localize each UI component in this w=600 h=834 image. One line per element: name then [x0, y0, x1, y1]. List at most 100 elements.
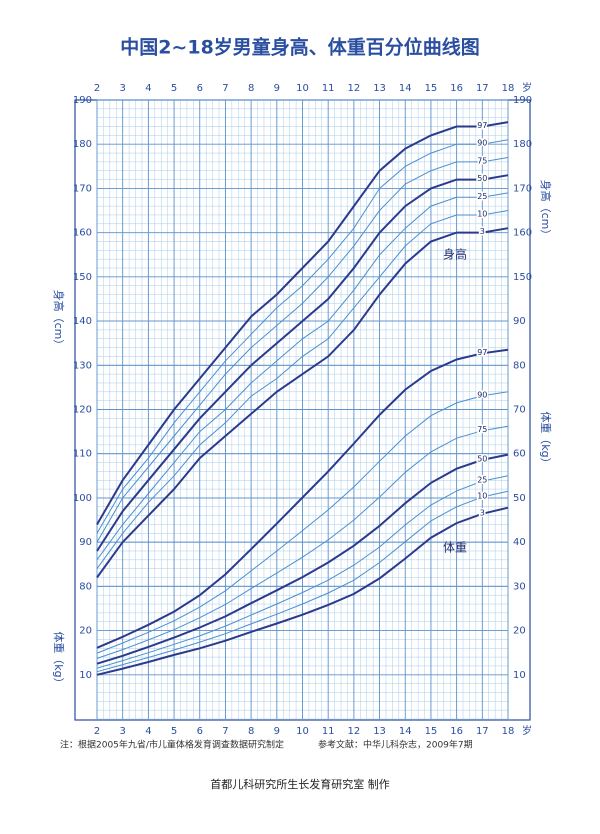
footnote: 注：根据2005年九省/市儿童体格发育调查数据研究制定 — [60, 739, 284, 751]
y2-tick-label: 30 — [513, 581, 526, 592]
y-tick-label: 140 — [73, 316, 92, 327]
y-tick-label-right: 160 — [513, 228, 532, 239]
percentile-line — [96, 490, 509, 673]
x-tick-label: 18 — [502, 726, 515, 737]
percentile-label: 25 — [477, 192, 487, 201]
x-tick-label: 9 — [274, 83, 280, 94]
percentile-line — [96, 506, 509, 676]
percentile-label: 25 — [477, 476, 487, 485]
chart-title: 中国2~18岁男童身高、体重百分位曲线图 — [120, 36, 480, 59]
x-tick-label: 15 — [425, 726, 438, 737]
y2-tick-label-left: 20 — [79, 626, 92, 637]
percentile-line — [96, 121, 509, 526]
percentile-label: 50 — [477, 454, 487, 463]
y-tick-label: 90 — [79, 537, 92, 548]
y-tick-label-right: 150 — [513, 272, 532, 283]
axis-label: 体重（kg） — [52, 631, 66, 688]
x-tick-label: 11 — [322, 726, 335, 737]
x-tick-label: 2 — [94, 726, 100, 737]
y-tick-label-right: 180 — [513, 139, 532, 150]
x-tick-label: 18 — [502, 83, 515, 94]
x-tick-label: 4 — [145, 83, 151, 94]
curve-label: 身高 — [443, 247, 467, 262]
percentile-label: 97 — [477, 348, 487, 357]
percentile-label: 10 — [477, 209, 487, 218]
grid — [96, 99, 509, 720]
percentile-label: 75 — [477, 156, 487, 165]
percentile-line — [96, 475, 509, 669]
x-tick-label: 10 — [296, 726, 309, 737]
x-tick-label: 14 — [399, 726, 412, 737]
percentile-label: 50 — [477, 174, 487, 183]
x-tick-label: 17 — [476, 726, 489, 737]
y-tick-label: 80 — [79, 581, 92, 592]
y2-tick-label: 70 — [513, 405, 526, 416]
percentile-line — [96, 174, 509, 552]
y-tick-label: 120 — [73, 405, 92, 416]
y2-tick-label: 90 — [513, 316, 526, 327]
percentile-label: 3 — [480, 227, 485, 236]
percentile-label: 10 — [477, 492, 487, 501]
y-tick-label: 130 — [73, 360, 92, 371]
x-tick-label: 8 — [248, 83, 254, 94]
x-tick-label: 4 — [145, 726, 151, 737]
y2-tick-label: 40 — [513, 537, 526, 548]
x-tick-label: 6 — [197, 726, 203, 737]
percentile-label: 90 — [477, 139, 487, 148]
x-tick-label: 6 — [197, 83, 203, 94]
x-tick-label: 13 — [373, 726, 386, 737]
y2-tick-label-left: 10 — [79, 670, 92, 681]
y-tick-label: 150 — [73, 272, 92, 283]
axis-label: 身高（cm） — [539, 180, 553, 241]
percentile-line — [96, 348, 509, 649]
curve-label: 体重 — [443, 541, 467, 555]
x-tick-label: 7 — [222, 726, 228, 737]
x-tick-label: 14 — [399, 83, 412, 94]
x-tick-label: 2 — [94, 83, 100, 94]
percentile-line — [96, 192, 509, 561]
axis-label: 体重（kg） — [539, 411, 553, 468]
x-tick-label: 15 — [425, 83, 438, 94]
x-tick-label: 17 — [476, 83, 489, 94]
x-tick-label: 10 — [296, 83, 309, 94]
y-tick-label: 170 — [73, 183, 92, 194]
x-tick-label: 11 — [322, 83, 335, 94]
maker: 首都儿科研究所生长发育研究室 制作 — [210, 777, 390, 791]
y2-tick-label: 10 — [513, 670, 526, 681]
x-tick-label: 8 — [248, 726, 254, 737]
x-unit: 岁 — [522, 81, 532, 94]
x-tick-label: 13 — [373, 83, 386, 94]
percentile-label: 3 — [480, 508, 485, 517]
y2-tick-label: 80 — [513, 360, 526, 371]
x-tick-label: 5 — [171, 83, 177, 94]
y-tick-label: 180 — [73, 139, 92, 150]
percentile-label: 97 — [477, 121, 487, 130]
x-tick-label: 16 — [450, 726, 463, 737]
y-tick-label: 190 — [73, 95, 92, 106]
y-tick-label-right: 190 — [513, 95, 532, 106]
x-tick-label: 12 — [348, 83, 361, 94]
percentile-label: 75 — [477, 425, 487, 434]
percentile-line — [96, 210, 509, 569]
axis-label: 身高（cm） — [52, 290, 66, 351]
percentile-line — [96, 425, 509, 659]
x-unit: 岁 — [522, 724, 532, 737]
x-tick-label: 7 — [222, 83, 228, 94]
percentile-line — [96, 157, 509, 543]
y2-tick-label: 60 — [513, 449, 526, 460]
x-tick-label: 3 — [120, 726, 126, 737]
x-tick-label: 5 — [171, 726, 177, 737]
y2-tick-label: 20 — [513, 626, 526, 637]
x-tick-label: 3 — [120, 83, 126, 94]
x-tick-label: 9 — [274, 726, 280, 737]
y-tick-label: 110 — [73, 449, 92, 460]
reference: 参考文献：中华儿科杂志，2009年7期 — [318, 739, 473, 751]
y-tick-label-right: 170 — [513, 183, 532, 194]
percentile-line — [96, 391, 509, 654]
x-tick-label: 16 — [450, 83, 463, 94]
x-tick-label: 12 — [348, 726, 361, 737]
percentile-line — [96, 227, 509, 579]
y-tick-label: 100 — [73, 493, 92, 504]
percentile-line — [96, 139, 509, 534]
